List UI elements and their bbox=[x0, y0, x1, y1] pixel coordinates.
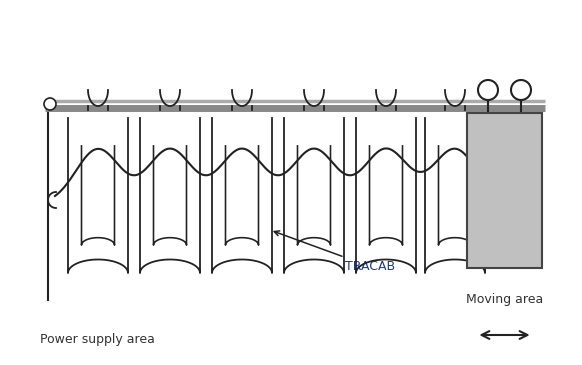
Circle shape bbox=[44, 98, 56, 110]
Bar bbox=[467, 113, 542, 268]
Text: TRACAB: TRACAB bbox=[274, 231, 395, 273]
Circle shape bbox=[478, 80, 498, 100]
Circle shape bbox=[511, 80, 531, 100]
Text: Power supply area: Power supply area bbox=[40, 334, 155, 346]
Text: Moving area: Moving area bbox=[466, 293, 543, 307]
